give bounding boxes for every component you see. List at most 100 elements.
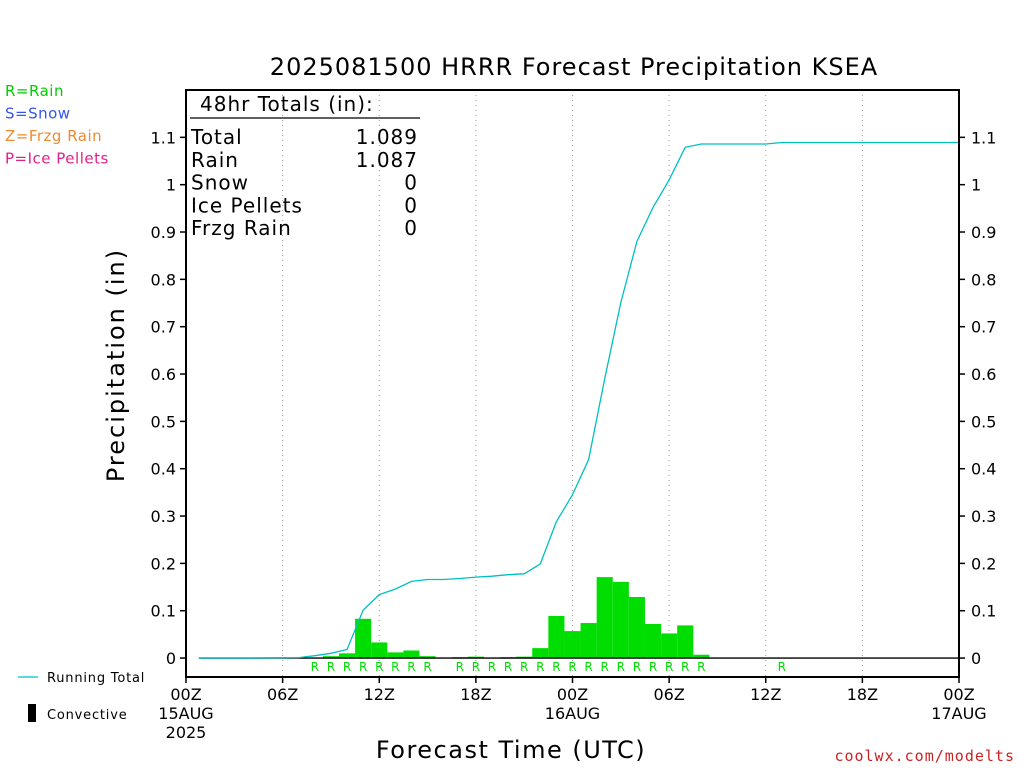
y-tick-label: 0.1 <box>151 602 176 621</box>
ptype-marker: R <box>391 660 399 674</box>
x-tick-date: 15AUG <box>158 704 213 723</box>
ptype-marker: R <box>633 660 641 674</box>
convective-bar <box>644 623 662 659</box>
ptype-legend-item: R=Rain <box>5 82 64 100</box>
y-tick-label: 0.7 <box>151 318 176 337</box>
convective-bar <box>403 650 420 659</box>
y-tick-label: 0 <box>971 649 981 668</box>
convective-bar <box>693 654 710 659</box>
y-tick-label: 0.4 <box>971 460 996 479</box>
y-tick-label: 0.5 <box>971 412 996 431</box>
ptype-marker: R <box>778 660 786 674</box>
precip-type-legend: R=Rain S=Snow Z=Frzg Rain P=Ice Pellets <box>5 82 109 168</box>
totals-row-label: Snow <box>191 171 249 195</box>
ptype-marker: R <box>681 660 689 674</box>
plot-frame <box>185 89 960 678</box>
y-tick-label: 0.6 <box>971 365 996 384</box>
convective-bar <box>338 653 356 659</box>
x-tick-label: 00Z <box>557 685 588 704</box>
ptype-legend-item: P=Ice Pellets <box>5 150 109 168</box>
convective-bars <box>306 577 710 659</box>
x-tick-label: 00Z <box>170 685 201 704</box>
convective-bar <box>419 656 436 659</box>
x-tick-label: 18Z <box>460 685 491 704</box>
convective-bar <box>580 623 597 659</box>
x-tick-year: 2025 <box>166 723 207 742</box>
y-tick-label: 0.5 <box>151 412 176 431</box>
convective-bar <box>612 581 629 659</box>
y-tick-label: 0.2 <box>151 554 176 573</box>
ptype-marker: R <box>552 660 560 674</box>
y-tick-label: 1 <box>971 176 981 195</box>
convective-bar <box>532 648 549 659</box>
x-tick-label: 06Z <box>653 685 684 704</box>
y-tick-label: 0 <box>166 649 176 668</box>
ptype-marker: R <box>504 660 512 674</box>
totals-row-value: 0 <box>404 193 418 217</box>
running-total-legend-label: Running Total <box>47 671 145 686</box>
totals-row-label: Ice Pellets <box>191 193 303 217</box>
x-tick-date: 16AUG <box>545 704 600 723</box>
ptype-marker: R <box>343 660 351 674</box>
y-tick-label: 0.3 <box>151 507 176 526</box>
ptype-marker: R <box>617 660 625 674</box>
totals-row-value: 0 <box>404 216 418 240</box>
x-tick-date: 17AUG <box>931 704 986 723</box>
y-axis-ticks: 0 00.1 0.10.2 0.20.3 0.30.4 0.40.5 0.50.6 0.60.… <box>151 128 997 668</box>
totals-row-label: Frzg Rain <box>191 216 292 240</box>
totals-box: 48hr Totals (in): Total 1.089 Rain 1.087 Sno… <box>190 92 420 240</box>
ptype-marker: R <box>375 660 383 674</box>
convective-legend-label: Convective <box>47 708 128 723</box>
totals-row-value: 0 <box>404 171 418 195</box>
convective-bar <box>677 625 694 659</box>
x-tick-label: 12Z <box>364 685 395 704</box>
ptype-marker: R <box>327 660 335 674</box>
credit-text: coolwx.com/modelts <box>834 747 1015 765</box>
ptype-legend-item: S=Snow <box>5 105 71 123</box>
convective-bar <box>355 618 372 659</box>
ptype-marker: R <box>649 660 657 674</box>
y-tick-label: 0.3 <box>971 507 996 526</box>
chart-title: 2025081500 HRRR Forecast Precipitation K… <box>270 53 878 81</box>
y-tick-label: 0.4 <box>151 460 176 479</box>
ptype-marker: R <box>568 660 576 674</box>
ptype-marker: R <box>311 660 319 674</box>
totals-heading: 48hr Totals (in): <box>200 92 374 116</box>
convective-bar <box>467 656 484 659</box>
convective-bar <box>371 642 388 659</box>
convective-bar <box>628 596 645 659</box>
y-tick-label: 0.6 <box>151 365 176 384</box>
ptype-marker: R <box>456 660 464 674</box>
convective-bar <box>322 656 339 659</box>
convective-bar <box>516 656 533 659</box>
totals-row-label: Total <box>190 125 243 149</box>
convective-bar <box>564 631 581 659</box>
x-tick-label: 06Z <box>267 685 298 704</box>
convective-bar <box>661 633 678 659</box>
y-tick-label: 0.9 <box>151 223 176 242</box>
ptype-marker: R <box>665 660 673 674</box>
grid-lines <box>282 90 863 677</box>
ptype-marker: R <box>536 660 544 674</box>
convective-bar <box>548 615 565 659</box>
ptype-marker: R <box>584 660 592 674</box>
running-total-line <box>198 141 959 659</box>
convective-legend-swatch <box>28 704 36 722</box>
totals-row-label: Rain <box>191 148 239 172</box>
convective-bar <box>387 652 404 659</box>
y-tick-label: 0.1 <box>971 602 996 621</box>
y-tick-label: 1.1 <box>971 128 996 147</box>
ptype-marker: R <box>520 660 528 674</box>
convective-bar <box>596 577 613 659</box>
y-tick-label: 1 <box>166 176 176 195</box>
y-tick-label: 1.1 <box>151 128 176 147</box>
totals-row-value: 1.087 <box>356 148 418 172</box>
x-tick-label: 18Z <box>847 685 878 704</box>
totals-row-value: 1.089 <box>356 125 418 149</box>
y-tick-label: 0.8 <box>151 270 176 289</box>
ptype-marker: R <box>423 660 431 674</box>
y-axis-label: Precipitation (in) <box>102 248 130 482</box>
x-tick-label: 00Z <box>943 685 974 704</box>
